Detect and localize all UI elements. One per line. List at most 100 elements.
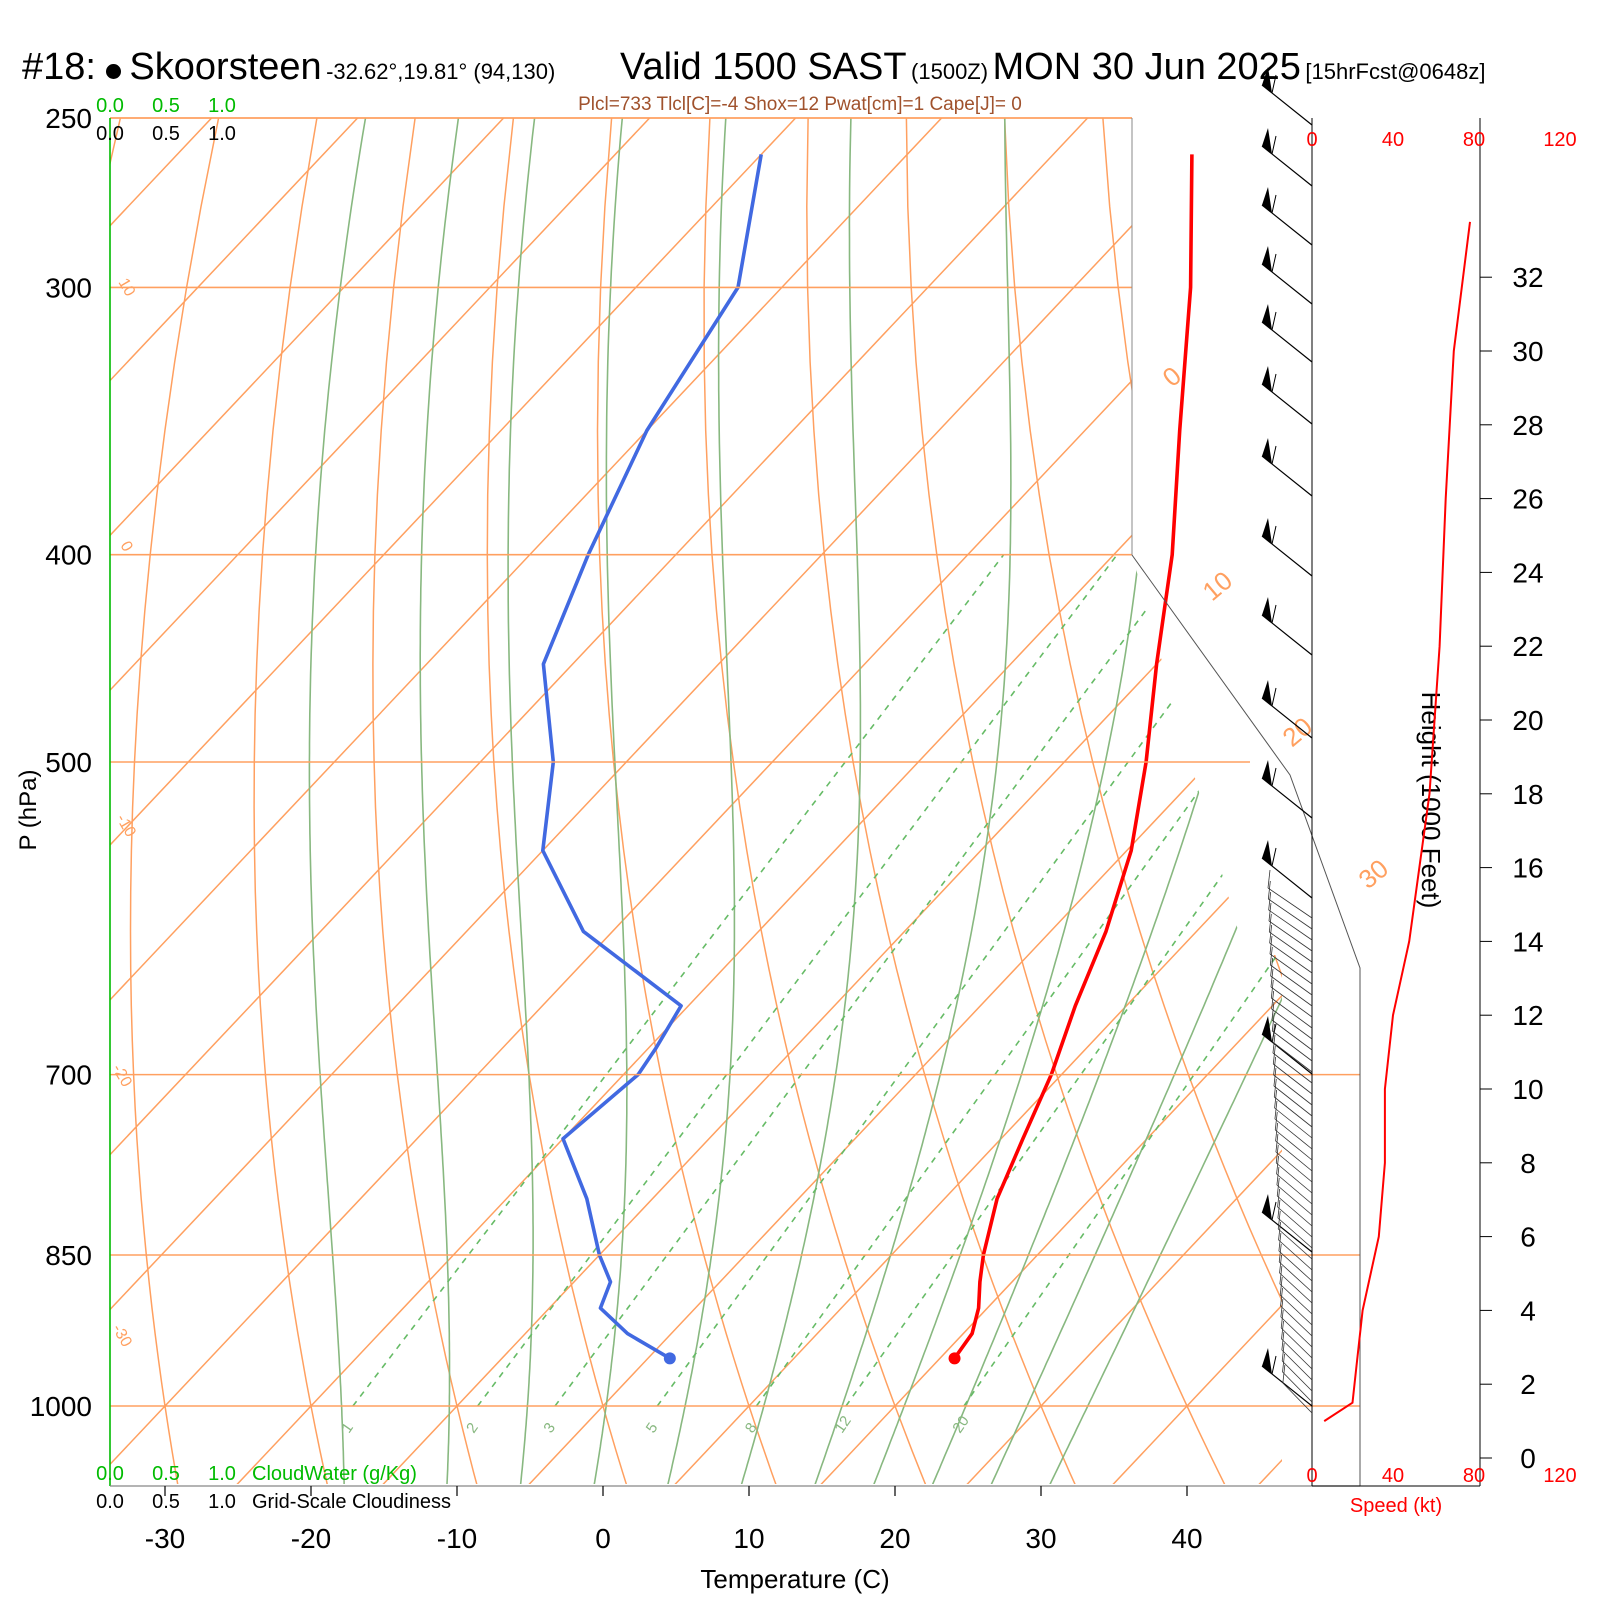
wind-barb-low bbox=[1272, 1045, 1313, 1095]
moist-adiabat-line bbox=[814, 118, 1012, 1484]
wind-barb-low-feather bbox=[1279, 1254, 1282, 1274]
wind-barb bbox=[1261, 366, 1313, 425]
wind-barb-pennant bbox=[1262, 187, 1272, 213]
speed-tick-bottom: 0 bbox=[1306, 1465, 1317, 1487]
wind-barb-low-feather bbox=[1282, 1353, 1285, 1373]
wind-barb bbox=[1261, 438, 1313, 497]
x-tick-label: 10 bbox=[733, 1523, 764, 1554]
wind-barb-low-feather bbox=[1275, 1122, 1278, 1142]
wind-barb-low-shaft bbox=[1280, 1305, 1313, 1337]
wind-barb-pennant bbox=[1262, 366, 1272, 392]
moist-adiabat-line bbox=[308, 118, 367, 1484]
wind-barb-low-feather bbox=[1273, 1067, 1277, 1087]
wind-barb-low-feather bbox=[1281, 1331, 1285, 1351]
height-tick-label: 12 bbox=[1512, 1000, 1543, 1031]
dry-adiabat-line bbox=[253, 118, 328, 1484]
wind-barb-low bbox=[1270, 957, 1313, 1007]
wind-barb-low-feather bbox=[1271, 1001, 1275, 1021]
x-tick-label: 40 bbox=[1171, 1523, 1202, 1554]
wind-barb-low-feather bbox=[1272, 1034, 1276, 1054]
wind-barb-low-shaft bbox=[1275, 1129, 1313, 1161]
wind-barb-pennant bbox=[1262, 304, 1272, 330]
wind-barb-low-shaft bbox=[1282, 1382, 1313, 1414]
wind-barb-feather bbox=[1271, 194, 1277, 214]
speed-tick-top: 120 bbox=[1543, 129, 1576, 151]
moist-adiabat-line bbox=[507, 118, 536, 1484]
wind-barb bbox=[1261, 518, 1313, 577]
wind-barb-low-shaft bbox=[1276, 1184, 1313, 1216]
isotherm-line bbox=[110, 220, 1282, 1466]
height-tick-label: 20 bbox=[1512, 705, 1543, 736]
isotherm-line bbox=[674, 839, 1282, 1484]
wind-barb-pennant bbox=[1262, 597, 1272, 623]
wind-barb-low-shaft bbox=[1274, 1107, 1313, 1139]
wind-barb-low bbox=[1275, 1133, 1313, 1183]
height-tick-label: 6 bbox=[1520, 1222, 1536, 1253]
wind-barb-low-shaft bbox=[1279, 1283, 1313, 1315]
dry-adiabat-line bbox=[806, 118, 1076, 1484]
wind-barb-low-shaft bbox=[1272, 1030, 1313, 1062]
cloudwater-tick: 1.0 bbox=[208, 1463, 236, 1485]
wind-barb-low bbox=[1267, 880, 1313, 930]
dry-adiabat-line bbox=[1373, 0, 1600, 1536]
mixing-ratio-line bbox=[352, 554, 1005, 1407]
wind-barb-low-feather bbox=[1267, 880, 1271, 900]
wind-barb-low-shaft bbox=[1278, 1261, 1313, 1293]
wind-barb-low bbox=[1281, 1331, 1313, 1381]
wind-barb-low-shaft bbox=[1269, 931, 1313, 963]
station-name: Skoorsteen bbox=[129, 46, 322, 88]
wind-barb-low-shaft bbox=[1277, 1206, 1313, 1238]
wind-barb-low bbox=[1273, 1056, 1313, 1106]
x-tick-label: 20 bbox=[879, 1523, 910, 1554]
wind-barb-low-shaft bbox=[1271, 1008, 1313, 1040]
wind-barb-low bbox=[1268, 913, 1313, 963]
wind-barb-low-feather bbox=[1280, 1287, 1283, 1307]
wind-barb-feather bbox=[1271, 74, 1277, 94]
wind-barb-low-shaft bbox=[1280, 1327, 1313, 1359]
wind-barb-pennant bbox=[1262, 438, 1272, 464]
mixing-ratio-line bbox=[963, 946, 1282, 1407]
dry-adiabat-label: 0 bbox=[117, 539, 136, 555]
wind-barb-pennant bbox=[1262, 840, 1272, 866]
wind-barb-pennant bbox=[1262, 1016, 1272, 1042]
wind-barb-low-feather bbox=[1279, 1276, 1283, 1296]
wind-barb-low bbox=[1278, 1221, 1313, 1271]
wind-barb-low-feather bbox=[1278, 1221, 1281, 1241]
dewpoint-line bbox=[540, 154, 763, 1360]
cloudwater-top-tick: 1.0 bbox=[208, 95, 236, 117]
wind-barb-low bbox=[1269, 924, 1313, 974]
height-tick-label: 4 bbox=[1520, 1295, 1536, 1326]
wind-barb-low-feather bbox=[1269, 946, 1273, 966]
isotherm-line bbox=[110, 118, 651, 692]
speed-tick-bottom: 80 bbox=[1463, 1465, 1485, 1487]
wind-barb-low bbox=[1268, 902, 1313, 952]
wind-barb-low bbox=[1280, 1287, 1313, 1337]
mixing-ratio-label: 12 bbox=[831, 1413, 854, 1436]
dry-adiabat-label: 10 bbox=[115, 276, 139, 300]
speed-tick-bottom: 40 bbox=[1382, 1465, 1404, 1487]
wind-barb-low bbox=[1277, 1210, 1313, 1260]
wind-barb-feather bbox=[1271, 373, 1277, 393]
wind-barb-feather bbox=[1271, 445, 1277, 465]
isotherm-label: -30 bbox=[109, 1322, 135, 1351]
pressure-tick-label: 850 bbox=[45, 1240, 92, 1271]
wind-barb-low-shaft bbox=[1278, 1239, 1313, 1271]
wind-barb-low bbox=[1277, 1199, 1313, 1249]
wind-barb-low-shaft bbox=[1268, 909, 1313, 941]
mixing-ratio-line bbox=[554, 554, 1188, 1407]
pressure-tick-label: 1000 bbox=[30, 1391, 92, 1422]
mixing-ratio-label: 2 bbox=[463, 1420, 482, 1437]
isotherm-label: -10 bbox=[113, 812, 139, 841]
wind-barb-low-shaft bbox=[1272, 1052, 1313, 1084]
height-tick-label: 24 bbox=[1512, 557, 1543, 588]
cloudiness-tick: 0.5 bbox=[152, 1491, 180, 1513]
wind-barb-low-shaft bbox=[1276, 1173, 1313, 1205]
wind-barb-low-feather bbox=[1268, 902, 1272, 922]
wind-barb-feather bbox=[1271, 253, 1277, 273]
wind-barb-low-feather bbox=[1269, 935, 1273, 955]
wind-barb-low bbox=[1275, 1122, 1313, 1172]
wind-barb-low-feather bbox=[1278, 1243, 1282, 1263]
wind-barb bbox=[1261, 304, 1313, 363]
wind-barb-feather bbox=[1271, 1355, 1277, 1375]
wind-barb-low-feather bbox=[1279, 1265, 1283, 1285]
